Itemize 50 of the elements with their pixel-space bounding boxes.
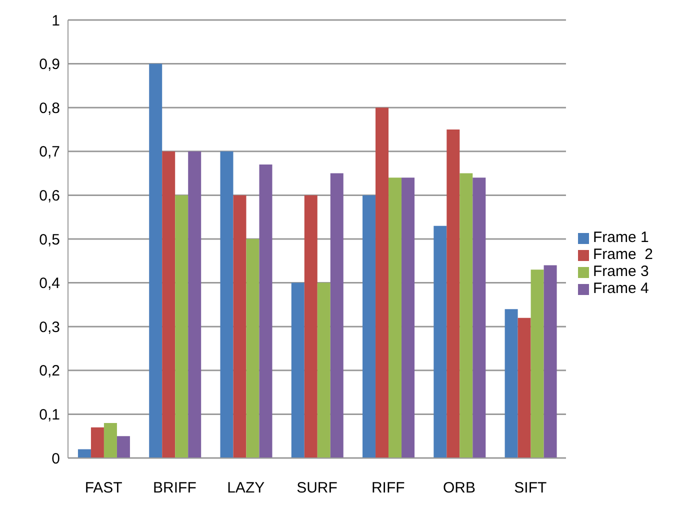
bar xyxy=(246,239,260,458)
x-tick-label: RIFF xyxy=(371,480,405,497)
bar xyxy=(504,309,518,458)
bar xyxy=(259,164,272,458)
bar xyxy=(460,173,473,458)
bar xyxy=(175,195,188,458)
bar xyxy=(78,449,91,458)
x-tick-label: FAST xyxy=(84,480,122,497)
bar xyxy=(376,108,389,458)
x-tick-label: LAZY xyxy=(227,480,265,497)
y-tick-label: 0,4 xyxy=(39,275,60,292)
x-tick-label: BRIFF xyxy=(153,480,196,497)
y-tick-label: 0,1 xyxy=(39,406,60,424)
x-tick-label: SIFT xyxy=(514,480,547,497)
bar xyxy=(362,195,376,458)
legend-label: Frame 3 xyxy=(592,263,649,280)
bar xyxy=(518,318,531,458)
y-tick-label: 0,5 xyxy=(39,231,60,248)
bar xyxy=(220,151,234,458)
bar xyxy=(104,422,117,458)
bar xyxy=(388,178,402,458)
y-tick-label: 0,3 xyxy=(39,318,60,336)
bar xyxy=(544,265,557,458)
bar xyxy=(317,282,330,458)
bar xyxy=(434,226,447,458)
bar xyxy=(530,270,544,458)
y-tick-label: 0,8 xyxy=(39,100,60,117)
x-tick-label: SURF xyxy=(296,480,338,497)
bar xyxy=(330,173,344,458)
y-tick-label: 0,7 xyxy=(39,144,60,161)
bar xyxy=(446,130,460,458)
y-tick-label: 0,9 xyxy=(39,56,60,74)
bar xyxy=(304,195,318,458)
bar xyxy=(116,436,130,458)
bar xyxy=(162,151,176,458)
bar xyxy=(291,282,304,458)
legend-label: Frame 4 xyxy=(592,280,649,297)
bar xyxy=(90,427,104,458)
x-tick-label: ORB xyxy=(443,480,476,497)
y-tick-label: 0,6 xyxy=(39,188,60,205)
y-tick-label: 1 xyxy=(52,12,60,30)
bar xyxy=(149,64,162,458)
bar xyxy=(188,151,202,458)
legend-label: Frame 1 xyxy=(592,229,649,246)
y-tick-label: 0,2 xyxy=(39,362,60,380)
bar xyxy=(402,178,415,458)
bar xyxy=(233,195,246,458)
legend-label: Frame 2 xyxy=(592,246,653,263)
y-tick-label: 0 xyxy=(52,450,60,468)
bar xyxy=(472,178,486,458)
